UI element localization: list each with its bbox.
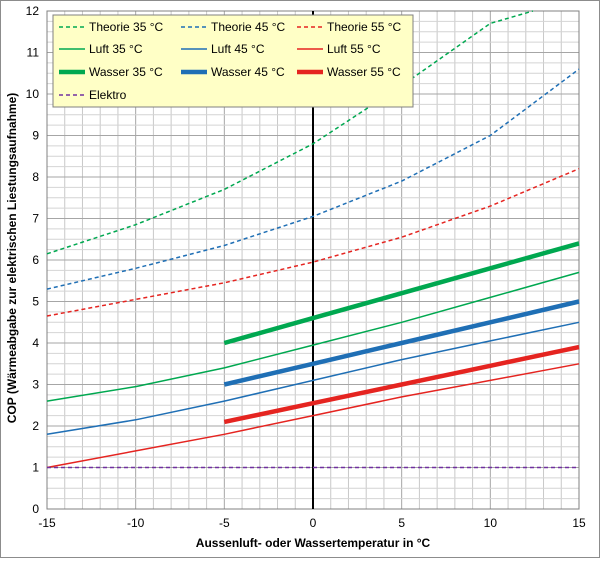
x-axis-title: Aussenluft- oder Wassertemperatur in °C bbox=[196, 536, 431, 550]
x-tick-label: 15 bbox=[572, 516, 586, 530]
y-tick-label: 0 bbox=[32, 502, 39, 516]
y-tick-label: 3 bbox=[32, 378, 39, 392]
series-line-wasser-45-c bbox=[223, 299, 580, 387]
y-tick-label: 6 bbox=[32, 253, 39, 267]
series-line-theorie-45-c bbox=[46, 68, 580, 290]
legend-label: Luft 55 °C bbox=[327, 42, 381, 56]
series-line-theorie-55-c bbox=[46, 168, 580, 317]
legend-label: Wasser 35 °C bbox=[89, 65, 163, 79]
legend-label: Theorie 55 °C bbox=[327, 20, 402, 34]
legend-label: Luft 35 °C bbox=[89, 42, 143, 56]
legend-label: Wasser 55 °C bbox=[327, 65, 401, 79]
y-tick-label: 5 bbox=[32, 295, 39, 309]
legend-box bbox=[52, 14, 414, 108]
y-tick-label: 1 bbox=[32, 461, 39, 475]
legend-label: Theorie 35 °C bbox=[89, 20, 164, 34]
legend-label: Elektro bbox=[89, 88, 127, 102]
legend-label: Luft 45 °C bbox=[211, 42, 265, 56]
series-line-wasser-55-c bbox=[223, 344, 580, 425]
y-tick-label: 11 bbox=[27, 46, 40, 60]
y-tick-label: 9 bbox=[32, 129, 39, 143]
series-layer bbox=[46, 10, 580, 469]
x-tick-label: 5 bbox=[398, 516, 405, 530]
y-tick-label: 12 bbox=[26, 4, 40, 18]
legend-label: Theorie 45 °C bbox=[211, 20, 286, 34]
x-tick-label: -15 bbox=[38, 516, 56, 530]
y-axis-title: COP (Wärmeabgabe zur elektrischen Liestu… bbox=[5, 93, 19, 424]
legend-label: Wasser 45 °C bbox=[211, 65, 285, 79]
series-line-luft-45-c bbox=[46, 321, 580, 436]
series-line-theorie-35-c bbox=[46, 10, 534, 255]
x-tick-label: -10 bbox=[127, 516, 145, 530]
y-tick-label: 2 bbox=[32, 419, 39, 433]
y-tick-label: 8 bbox=[32, 170, 39, 184]
y-tick-label: 7 bbox=[32, 212, 39, 226]
series-line-luft-55-c bbox=[46, 363, 580, 469]
y-tick-label: 10 bbox=[26, 87, 40, 101]
x-tick-label: 10 bbox=[484, 516, 498, 530]
x-tick-label: 0 bbox=[310, 516, 317, 530]
legend: Theorie 35 °C Theorie 45 °C Theorie 55 °C L… bbox=[52, 14, 414, 108]
x-tick-label: -5 bbox=[219, 516, 230, 530]
series-line-wasser-35-c bbox=[223, 241, 580, 346]
y-tick-label: 4 bbox=[32, 336, 39, 350]
series-line-luft-35-c bbox=[46, 271, 580, 402]
